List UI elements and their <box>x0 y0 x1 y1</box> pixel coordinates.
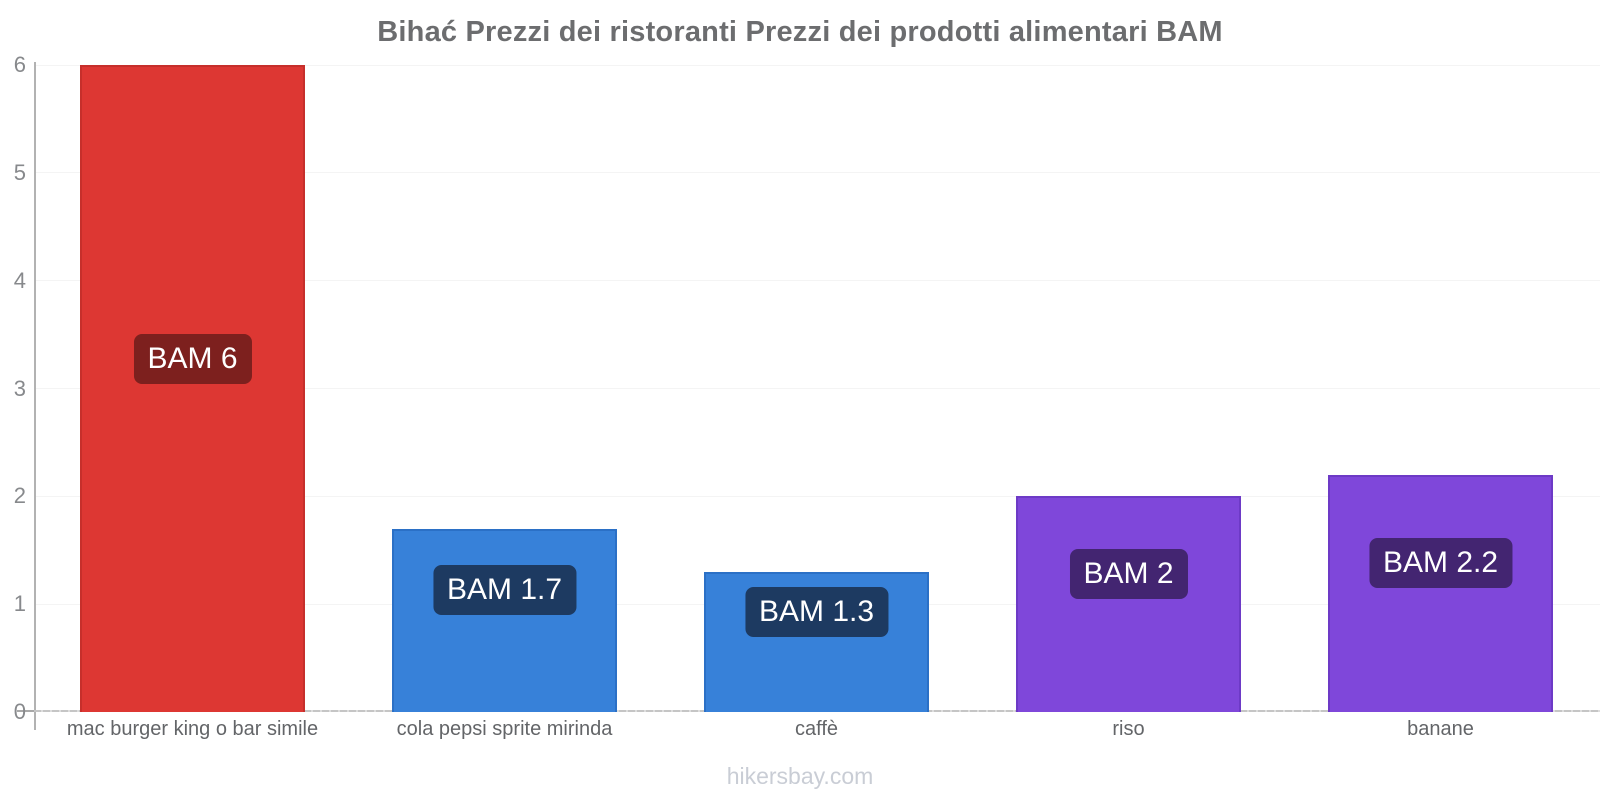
y-tick-label-0: 0 <box>13 699 26 724</box>
watermark-hikersbay: hikersbay.com <box>726 763 874 789</box>
value-label-mac-burger-king-o-bar-simile: BAM 6 <box>133 333 252 384</box>
value-label-riso: BAM 2 <box>1069 549 1188 600</box>
y-tick-label-1: 1 <box>13 591 26 617</box>
y-axis-line <box>34 62 36 730</box>
gridline-y-3 <box>36 388 1600 389</box>
bar-riso: BAM 2 <box>1016 496 1241 712</box>
y-tick-label-3: 3 <box>13 375 26 401</box>
gridline-y-6 <box>36 64 1600 66</box>
y-tick-label-5: 5 <box>13 159 26 185</box>
zero-tick-mark <box>17 710 34 712</box>
x-label-cola-pepsi-sprite-mirinda: cola pepsi sprite mirinda <box>396 718 613 740</box>
bar-cola-pepsi-sprite-mirinda: BAM 1.7 <box>392 528 617 712</box>
bar-banane: BAM 2.2 <box>1328 474 1553 712</box>
page-title: Bihać Prezzi dei ristoranti Prezzi dei p… <box>377 16 1223 48</box>
x-label-riso: riso <box>1112 718 1145 740</box>
value-label-caff: BAM 1.3 <box>744 586 889 637</box>
x-label-banane: banane <box>1407 718 1474 740</box>
x-label-caff: caffè <box>795 718 838 740</box>
bar-mac-burger-king-o-bar-simile: BAM 6 <box>80 65 305 712</box>
gridline-y-5 <box>36 172 1600 174</box>
gridline-y-2 <box>36 495 1600 497</box>
bar-caff: BAM 1.3 <box>704 571 929 712</box>
value-label-cola-pepsi-sprite-mirinda: BAM 1.7 <box>432 565 577 616</box>
x-label-mac-burger-king-o-bar-simile: mac burger king o bar simile <box>66 718 319 740</box>
gridline-y-4 <box>36 280 1600 282</box>
y-tick-label-2: 2 <box>13 483 26 509</box>
y-tick-label-6: 6 <box>13 52 26 77</box>
y-tick-label-4: 4 <box>13 267 26 293</box>
value-label-banane: BAM 2.2 <box>1368 538 1513 589</box>
